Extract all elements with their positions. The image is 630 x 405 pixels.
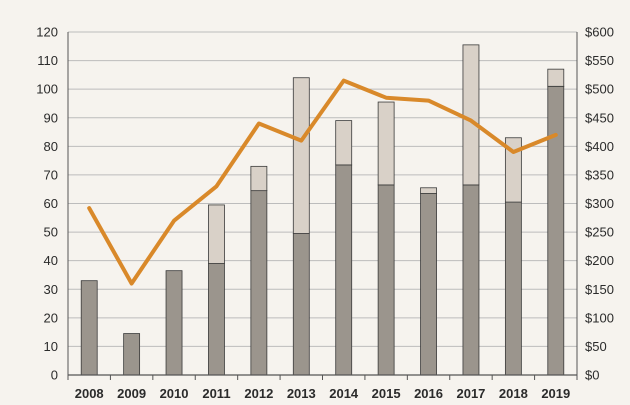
bar-upper-2017	[462, 44, 480, 186]
bar-upper-2015	[377, 101, 395, 186]
bar-lower-2019	[547, 85, 565, 376]
bar-upper-2011	[208, 204, 225, 264]
bar-lower-2009	[123, 333, 141, 376]
bar-lower-2010	[165, 270, 183, 376]
left-tick-label-9: 90	[44, 110, 58, 125]
bars	[80, 44, 565, 376]
line-series	[87, 78, 558, 286]
right-tick-label-9: $450	[585, 110, 614, 125]
x-tick-label-2015: 2015	[372, 386, 401, 401]
right-tick-label-11: $550	[585, 53, 614, 68]
x-tick-label-2008: 2008	[75, 386, 104, 401]
x-tick-label-2012: 2012	[244, 386, 273, 401]
bar-lower-2016	[420, 193, 437, 376]
left-tick-label-5: 50	[44, 225, 58, 240]
right-tick-label-2: $100	[585, 310, 614, 325]
bar-lower-2011	[208, 263, 225, 376]
right-tick-label-10: $500	[585, 82, 614, 97]
right-axis: $0 $50 $100 $150 $200 $250 $300 $350 $400 $450 $50…	[585, 25, 614, 383]
bar-lower-2018	[504, 201, 522, 376]
right-tick-label-3: $150	[585, 282, 614, 297]
x-tick-label-2019: 2019	[541, 386, 570, 401]
x-tick-label-2013: 2013	[287, 386, 316, 401]
left-tick-label-11: 110	[37, 53, 58, 68]
right-tick-label-12: $600	[585, 25, 614, 40]
x-tick-label-2014: 2014	[329, 386, 359, 401]
left-tick-label-3: 30	[44, 282, 58, 297]
left-tick-label-8: 80	[44, 139, 58, 154]
right-tick-label-5: $250	[585, 225, 614, 240]
bar-lower-2017	[462, 184, 480, 376]
left-tick-label-1: 10	[44, 339, 58, 354]
price-line	[87, 78, 558, 286]
gridlines	[68, 31, 577, 347]
bar-upper-2014	[335, 120, 353, 166]
x-tick-label-2009: 2009	[117, 386, 146, 401]
right-tick-label-0: $0	[585, 368, 599, 383]
bar-lower-2013	[292, 233, 310, 376]
left-tick-label-6: 60	[44, 196, 58, 211]
left-tick-label-4: 40	[44, 253, 58, 268]
right-tick-label-1: $50	[585, 339, 607, 354]
bar-upper-2018	[504, 137, 522, 203]
axis-lines	[67, 32, 578, 380]
bar-lower-2012	[250, 190, 268, 376]
right-tick-label-4: $200	[585, 253, 614, 268]
left-tick-label-0: 0	[51, 368, 58, 383]
x-tick-label-2010: 2010	[160, 386, 189, 401]
x-axis: 2008 2009 2010 2011 2012 2013 2014 2015 2016 2017…	[75, 386, 571, 401]
right-tick-label-6: $300	[585, 196, 614, 211]
left-tick-label-7: 70	[44, 167, 58, 182]
bar-upper-2012	[250, 165, 268, 192]
bar-upper-2016	[420, 187, 437, 194]
right-tick-label-8: $400	[585, 139, 614, 154]
x-tick-label-2016: 2016	[414, 386, 443, 401]
bar-lower-2014	[335, 164, 353, 376]
bar-lower-2015	[377, 184, 395, 376]
left-tick-label-10: 100	[36, 82, 58, 97]
left-tick-label-12: 120	[36, 25, 58, 40]
left-axis: 0 10 20 30 40 50 60 70 80 90 100 110 120	[36, 25, 58, 383]
x-tick-label-2018: 2018	[499, 386, 528, 401]
x-tick-label-2011: 2011	[202, 386, 230, 401]
left-tick-label-2: 20	[44, 310, 58, 325]
bar-lower-2008	[80, 280, 98, 376]
x-tick-label-2017: 2017	[456, 386, 485, 401]
bar-upper-2013	[292, 77, 310, 234]
right-tick-label-7: $350	[585, 167, 614, 182]
bar-upper-2019	[547, 68, 565, 87]
